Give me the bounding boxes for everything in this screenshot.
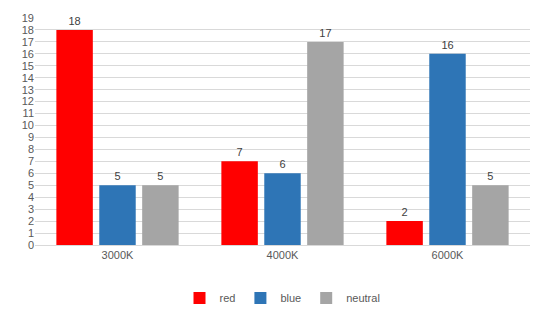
- svg-text:3000K: 3000K: [102, 249, 134, 261]
- svg-text:6: 6: [28, 167, 34, 179]
- svg-text:5: 5: [28, 179, 34, 191]
- svg-text:neutral: neutral: [346, 292, 380, 304]
- svg-text:0: 0: [28, 239, 34, 251]
- svg-text:17: 17: [319, 27, 331, 39]
- svg-text:13: 13: [22, 84, 34, 96]
- svg-text:8: 8: [28, 143, 34, 155]
- svg-text:10: 10: [22, 119, 34, 131]
- svg-text:15: 15: [22, 60, 34, 72]
- svg-text:blue: blue: [280, 292, 301, 304]
- svg-text:17: 17: [22, 36, 34, 48]
- svg-text:5: 5: [487, 170, 493, 182]
- svg-text:14: 14: [22, 72, 34, 84]
- svg-text:19: 19: [22, 12, 34, 24]
- svg-text:7: 7: [237, 146, 243, 158]
- svg-text:6: 6: [279, 158, 285, 170]
- svg-text:2: 2: [28, 215, 34, 227]
- svg-text:16: 16: [441, 39, 453, 51]
- svg-text:1: 1: [28, 227, 34, 239]
- svg-text:3: 3: [28, 203, 34, 215]
- svg-text:12: 12: [22, 95, 34, 107]
- svg-text:6000K: 6000K: [432, 249, 464, 261]
- svg-text:18: 18: [68, 15, 80, 27]
- svg-text:5: 5: [157, 170, 163, 182]
- svg-text:4000K: 4000K: [267, 249, 299, 261]
- svg-text:4: 4: [28, 191, 34, 203]
- svg-text:7: 7: [28, 155, 34, 167]
- svg-text:5: 5: [114, 170, 120, 182]
- svg-text:18: 18: [22, 24, 34, 36]
- svg-text:11: 11: [23, 107, 34, 119]
- svg-text:2: 2: [402, 206, 408, 218]
- svg-text:9: 9: [28, 131, 34, 143]
- svg-text:16: 16: [22, 48, 34, 60]
- svg-text:red: red: [220, 292, 236, 304]
